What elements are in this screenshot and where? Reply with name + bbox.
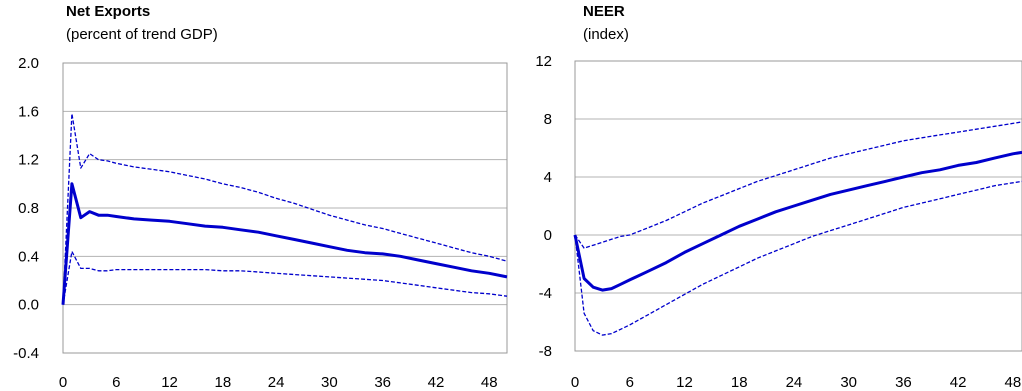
x-tick-label: 30 [840, 374, 857, 391]
net-exports-plot: 2.0 1.6 1.2 0.8 0.4 0.0 -0.4 0 6 12 18 24 30 36 42 48 [13, 55, 508, 391]
y-tick-label: 0.4 [18, 248, 39, 265]
point-estimate-line [573, 150, 1022, 292]
y-tick-label: -0.4 [13, 345, 39, 362]
chart-subtitle: (index) [583, 26, 629, 43]
x-tick-label: 0 [571, 374, 579, 391]
y-tick-label: 2.0 [18, 55, 39, 72]
y-tick-label: 0 [544, 227, 552, 244]
chart-title: Net Exports [66, 3, 151, 20]
point-estimate-line [61, 182, 508, 305]
y-tick-label: -8 [539, 343, 552, 360]
plot-frame [62, 62, 508, 354]
y-tick-label: 8 [544, 111, 552, 128]
x-tick-label: 12 [161, 374, 178, 391]
x-tick-label: 0 [59, 374, 67, 391]
neer-plot: 12 8 4 0 -4 -8 0 6 12 18 24 30 36 42 48 [535, 53, 1022, 391]
x-tick-label: 36 [374, 374, 391, 391]
x-tick-label: 6 [112, 374, 120, 391]
net-exports-chart-panel: Net Exports (percent of trend GDP) 2.0 1.… [0, 0, 510, 391]
x-tick-label: 48 [1005, 374, 1022, 391]
lower-band-line [574, 180, 1022, 336]
x-tick-label: 48 [481, 374, 498, 391]
y-tick-label: 4 [544, 169, 552, 186]
upper-band-line [62, 113, 508, 305]
y-tick-label: 12 [535, 53, 552, 70]
x-tick-label: 12 [676, 374, 693, 391]
x-tick-label: 36 [895, 374, 912, 391]
x-tick-label: 24 [786, 374, 803, 391]
x-tick-label: 42 [950, 374, 967, 391]
chart-subtitle: (percent of trend GDP) [66, 26, 218, 43]
y-tick-label: -4 [539, 285, 552, 302]
y-tick-label: 1.2 [18, 152, 39, 169]
y-tick-label: 0.0 [18, 297, 39, 314]
x-tick-label: 30 [321, 374, 338, 391]
x-tick-label: 18 [214, 374, 231, 391]
x-tick-label: 18 [731, 374, 748, 391]
y-tick-label: 1.6 [18, 103, 39, 120]
x-tick-label: 42 [428, 374, 445, 391]
x-tick-label: 24 [268, 374, 285, 391]
y-tick-label: 0.8 [18, 200, 39, 217]
plot-frame [574, 60, 1022, 352]
x-tick-label: 6 [626, 374, 634, 391]
chart-title: NEER [583, 3, 625, 20]
neer-chart-panel: NEER (index) 12 8 4 0 -4 -8 0 6 12 18 24 30 36 42 48 [515, 0, 1022, 391]
lower-band-line [62, 250, 508, 305]
upper-band-line [574, 121, 1022, 249]
